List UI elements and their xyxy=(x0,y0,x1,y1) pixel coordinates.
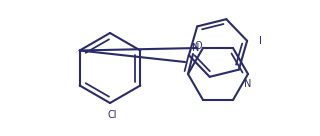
Text: Cl: Cl xyxy=(107,110,117,120)
Text: I: I xyxy=(259,36,262,46)
Text: N: N xyxy=(192,43,200,53)
Text: N: N xyxy=(244,79,252,89)
Text: O: O xyxy=(194,41,202,51)
